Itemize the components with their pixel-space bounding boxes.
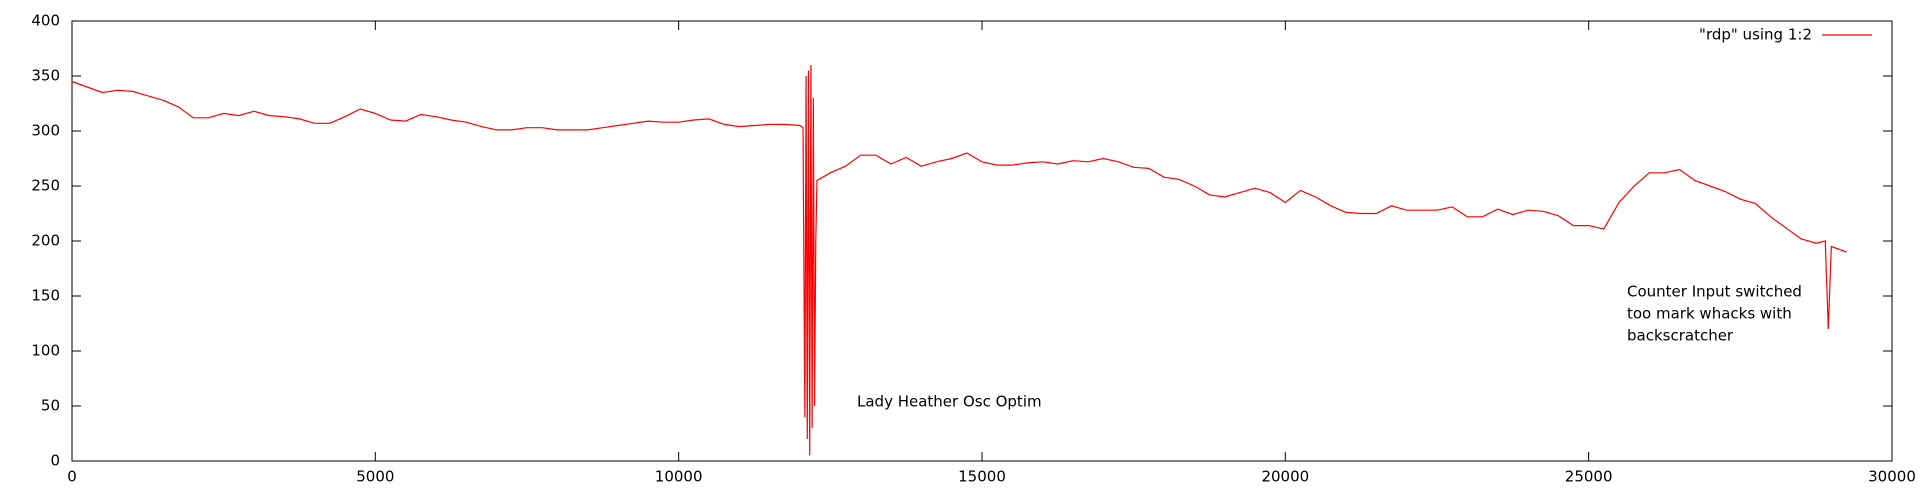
data-line (71, 64, 1847, 456)
y-tick-label: 250 (31, 177, 60, 195)
annotation: Lady Heather Osc Optim (857, 393, 1042, 411)
y-tick-label: 400 (31, 12, 60, 30)
x-tick-label: 15000 (958, 468, 1006, 486)
legend-label: "rdp" using 1:2 (1699, 26, 1812, 44)
y-tick-label: 350 (31, 67, 60, 85)
x-tick-label: 30000 (1868, 468, 1916, 486)
x-tick-label: 20000 (1261, 468, 1309, 486)
x-tick-label: 10000 (655, 468, 703, 486)
y-tick-label: 300 (31, 122, 60, 140)
y-tick-label: 50 (41, 397, 60, 415)
y-tick-label: 0 (50, 452, 60, 470)
annotation: backscratcher (1627, 327, 1734, 345)
annotation: too mark whacks with (1627, 305, 1792, 323)
y-tick-label: 200 (31, 232, 60, 250)
y-tick-label: 150 (31, 287, 60, 305)
x-tick-label: 25000 (1565, 468, 1613, 486)
x-tick-label: 5000 (356, 468, 394, 486)
annotation: Counter Input switched (1627, 283, 1802, 301)
x-tick-label: 0 (67, 468, 77, 486)
y-tick-label: 100 (31, 342, 60, 360)
